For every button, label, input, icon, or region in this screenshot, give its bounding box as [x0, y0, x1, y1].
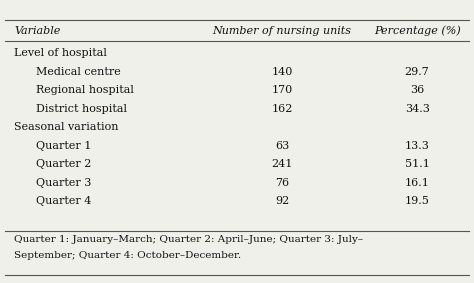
Text: 51.1: 51.1: [405, 159, 429, 169]
Text: Quarter 1: January–March; Quarter 2: April–June; Quarter 3: July–: Quarter 1: January–March; Quarter 2: Apr…: [14, 235, 364, 245]
Text: 162: 162: [271, 104, 293, 113]
Text: Quarter 2: Quarter 2: [36, 159, 91, 169]
Text: September; Quarter 4: October–December.: September; Quarter 4: October–December.: [14, 250, 241, 260]
Text: 76: 76: [275, 177, 289, 188]
Text: 92: 92: [275, 196, 289, 206]
Text: 34.3: 34.3: [405, 104, 429, 113]
Text: Level of hospital: Level of hospital: [14, 48, 107, 58]
Text: 63: 63: [275, 140, 289, 151]
Text: 36: 36: [410, 85, 424, 95]
Text: District hospital: District hospital: [36, 104, 127, 113]
Text: Quarter 4: Quarter 4: [36, 196, 91, 206]
Text: 170: 170: [272, 85, 292, 95]
Text: 16.1: 16.1: [405, 177, 429, 188]
Text: 140: 140: [271, 67, 293, 76]
Text: Seasonal variation: Seasonal variation: [14, 122, 118, 132]
Text: Quarter 1: Quarter 1: [36, 140, 91, 151]
Text: Quarter 3: Quarter 3: [36, 177, 91, 188]
Text: Medical centre: Medical centre: [36, 67, 120, 76]
Text: Regional hospital: Regional hospital: [36, 85, 133, 95]
Text: Percentage (%): Percentage (%): [374, 26, 461, 36]
Text: 13.3: 13.3: [405, 140, 429, 151]
Text: 241: 241: [271, 159, 293, 169]
Text: Number of nursing units: Number of nursing units: [212, 26, 352, 36]
Text: 19.5: 19.5: [405, 196, 429, 206]
Text: 29.7: 29.7: [405, 67, 429, 76]
Text: Variable: Variable: [14, 26, 61, 36]
